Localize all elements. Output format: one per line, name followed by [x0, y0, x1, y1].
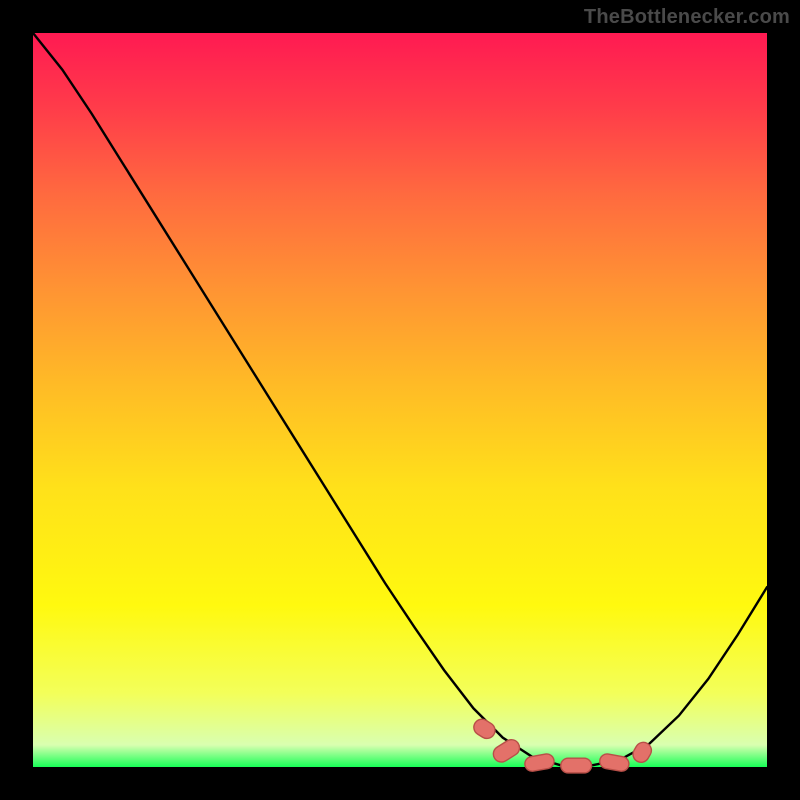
plot-background: [33, 33, 767, 767]
watermark-text: TheBottlenecker.com: [584, 6, 790, 29]
curve-marker: [561, 758, 592, 773]
chart-root: TheBottlenecker.com: [0, 0, 800, 800]
chart-svg: [0, 0, 800, 800]
